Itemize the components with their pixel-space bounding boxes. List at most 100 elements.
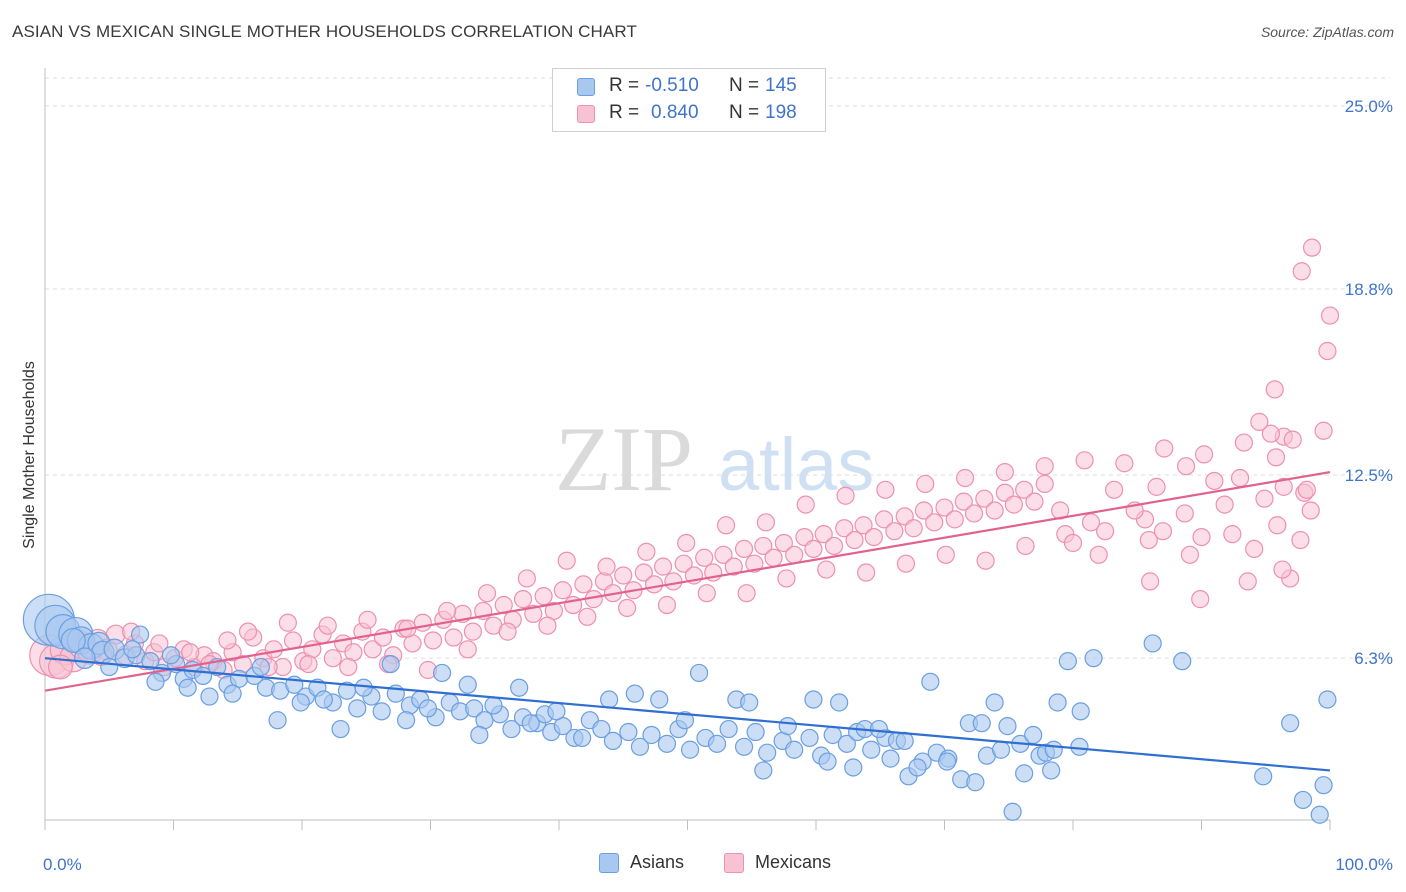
mexican-point [1194,445,1214,464]
mexican-point [1215,495,1234,514]
chart-title: ASIAN VS MEXICAN SINGLE MOTHER HOUSEHOLD… [12,22,637,41]
asian-point [650,690,669,709]
mexican-point [238,622,258,641]
x-tick-label-min: 0.0% [43,855,82,874]
mexican-point [1320,306,1340,325]
asian-point [547,702,566,721]
asian-point [734,737,754,756]
n-label: N = [729,102,760,123]
asian-point [719,719,738,739]
mexican-point [1139,530,1158,550]
mexican-point [578,607,597,626]
mexican-point [954,492,973,511]
mexican-point [1255,489,1274,508]
mexican-point [1314,421,1333,440]
y-tick-label: 12.5% [1345,466,1393,485]
mexican-point [1250,412,1269,431]
mexican-point [754,536,773,556]
asian-point [60,627,86,653]
mexican-point [777,569,796,588]
asian-point [642,725,661,745]
asian-point [1281,714,1300,733]
asian-point [1254,767,1273,786]
mexican-point [1089,545,1108,564]
mexican-point [964,504,984,523]
asian-point [966,773,985,792]
mexican-point [697,584,716,603]
mexican-point [1180,545,1200,564]
y-tick-labels: 6.3% 12.5% 18.8% 25.0% [1345,97,1393,668]
asian-point [1044,740,1063,759]
legend-label-asians: Asians [630,852,685,872]
mexicans-r-value: 0.840 [651,102,699,123]
n-label: N = [729,75,760,96]
asian-point [746,722,765,742]
mexican-point [1081,513,1101,532]
mexican-point [1274,477,1293,496]
mexican-point [1234,433,1254,452]
mexican-point [1035,474,1054,494]
mexican-point [1153,522,1173,541]
mexican-point [458,640,477,659]
mexican-point [557,551,576,570]
source-label: Source: ZipAtlas.com [1260,24,1394,40]
mexican-point [614,566,633,585]
asian-point [381,654,400,674]
mexican-point [463,622,483,641]
mexican-point [1230,468,1250,488]
r-label: R = [609,102,640,123]
asian-point [785,740,804,759]
mexican-point [657,595,677,615]
asian-point [432,663,452,683]
asian-point [331,719,350,739]
mexican-point [695,548,714,567]
asians-points [22,593,1337,824]
asian-point [592,719,611,739]
mexican-point [1297,480,1316,499]
mexican-point [935,498,954,517]
mexicans-swatch [724,853,744,873]
mexican-point [724,557,743,576]
mexican-point [1265,380,1284,399]
asian-point [862,740,881,759]
mexican-point [517,569,536,588]
asian-point [603,731,623,750]
mexican-point [574,575,593,594]
mexican-point [524,604,543,623]
asian-point [754,761,773,780]
mexican-point [985,501,1004,520]
asian-point [141,652,160,671]
asians-n-value: 145 [765,75,797,96]
mexican-point [1191,590,1210,609]
mexican-point [1292,262,1311,281]
asian-point [908,758,927,777]
asian-point [1058,652,1077,671]
asian-point [1314,776,1333,795]
asian-point [680,740,700,759]
mexican-point [498,622,517,641]
mexican-point [477,584,497,603]
mexican-point [885,522,904,541]
mexican-point [835,519,854,538]
mexican-point [618,598,637,618]
mexican-point [664,572,683,591]
asian-point [804,690,823,709]
asians-swatch [577,78,595,96]
asians-swatch [599,853,619,873]
asian-point [1143,634,1162,653]
mexican-point [945,510,964,529]
mexican-point [534,587,553,606]
mexican-point [1318,341,1337,361]
asian-point [223,684,242,703]
asian-point [161,646,181,665]
mexican-point [1105,480,1124,499]
mexican-point [716,516,736,535]
mexican-point [597,557,616,576]
asian-point [937,752,957,771]
mexican-point [1291,530,1310,550]
mexican-point [804,539,823,559]
mexican-point [423,631,443,650]
asian-point [178,678,197,697]
mexican-point [854,516,873,535]
mexican-point [925,513,944,532]
